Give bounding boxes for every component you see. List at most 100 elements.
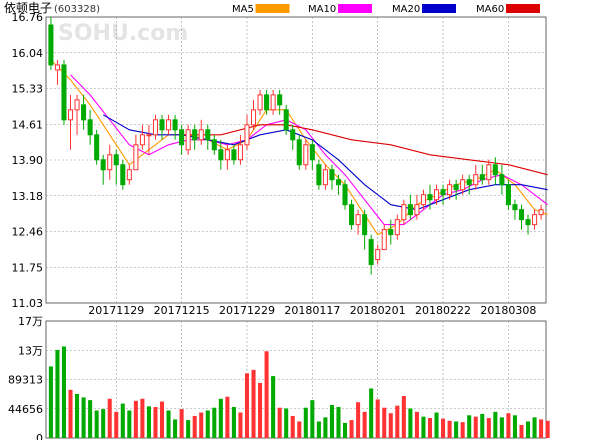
candle-body bbox=[120, 164, 126, 186]
candle bbox=[512, 199, 518, 220]
legend-swatch-ma60 bbox=[506, 4, 540, 13]
volume-tick-label: 89313 bbox=[8, 374, 43, 387]
candle-body bbox=[113, 154, 119, 166]
candle-body bbox=[303, 144, 309, 166]
date-tick-label: 20180201 bbox=[350, 304, 406, 317]
candle-body bbox=[322, 169, 328, 186]
volume-bar bbox=[114, 411, 119, 438]
candle-body bbox=[375, 249, 381, 261]
volume-bar bbox=[382, 407, 387, 438]
volume-bar bbox=[545, 420, 550, 438]
candle-body bbox=[518, 209, 525, 221]
candle-body bbox=[532, 214, 538, 226]
candle bbox=[205, 124, 211, 150]
ma-line-ma20 bbox=[102, 114, 548, 211]
candle-body bbox=[146, 134, 152, 137]
volume-bar bbox=[173, 419, 178, 438]
candle bbox=[139, 124, 145, 150]
legend-swatch-ma20 bbox=[422, 4, 456, 13]
candle-body bbox=[100, 159, 106, 171]
candle-body bbox=[355, 214, 361, 226]
candle-body bbox=[107, 154, 113, 171]
volume-bar bbox=[94, 410, 99, 438]
volume-bars bbox=[48, 346, 550, 438]
candle-body bbox=[139, 134, 145, 146]
candle bbox=[264, 89, 270, 115]
volume-bar bbox=[427, 418, 433, 438]
volume-bar bbox=[480, 413, 485, 438]
candle-body bbox=[224, 149, 230, 161]
volume-bar bbox=[101, 409, 106, 438]
volume-bar bbox=[166, 410, 171, 438]
candle-body bbox=[492, 164, 498, 176]
volume-bar bbox=[251, 369, 256, 438]
volume-bar bbox=[127, 410, 132, 438]
candle-body bbox=[420, 194, 426, 206]
volume-bar bbox=[310, 400, 315, 438]
volume-bar bbox=[323, 417, 328, 438]
candle-body bbox=[290, 129, 296, 141]
volume-bar bbox=[55, 349, 60, 438]
candle-body bbox=[309, 144, 315, 161]
volume-bar bbox=[375, 399, 380, 438]
volume-bar bbox=[473, 416, 478, 438]
candle-body bbox=[250, 109, 257, 126]
candle-body bbox=[244, 124, 250, 146]
price-tick-label: 16.04 bbox=[12, 47, 44, 60]
legend-label-ma20: MA20 bbox=[392, 4, 420, 15]
candle bbox=[414, 194, 420, 220]
candle bbox=[525, 214, 531, 235]
candle bbox=[349, 199, 355, 230]
candle bbox=[61, 59, 67, 125]
candle-body bbox=[329, 169, 335, 181]
volume-tick-label: 0 bbox=[36, 432, 43, 440]
volume-bar bbox=[48, 366, 53, 438]
candle bbox=[532, 209, 538, 230]
candle bbox=[74, 94, 80, 135]
candle bbox=[198, 119, 204, 145]
volume-bar bbox=[467, 415, 472, 438]
candle-body bbox=[407, 204, 413, 216]
volume-bar bbox=[146, 406, 151, 438]
candle-body bbox=[486, 164, 492, 181]
candle-body bbox=[74, 99, 80, 111]
volume-bar bbox=[414, 411, 419, 438]
candle-body bbox=[512, 204, 518, 211]
candle-body bbox=[499, 174, 505, 186]
price-tick-label: 13.18 bbox=[12, 190, 44, 203]
volume-bar bbox=[486, 418, 491, 438]
candle-body bbox=[368, 239, 374, 266]
legend: MA5 MA10 MA20 MA60 bbox=[232, 4, 540, 15]
watermark: SOHU.com bbox=[58, 21, 188, 46]
candle-body bbox=[342, 184, 348, 206]
candle bbox=[433, 184, 440, 205]
date-tick-label: 20180308 bbox=[480, 304, 536, 317]
candle bbox=[94, 129, 100, 165]
candle bbox=[81, 94, 87, 130]
candle-body bbox=[205, 129, 211, 141]
volume-bar bbox=[179, 409, 184, 438]
volume-bar bbox=[75, 393, 80, 438]
legend-label-ma10: MA10 bbox=[308, 4, 336, 15]
candle bbox=[460, 174, 466, 195]
candle-body bbox=[237, 144, 243, 161]
volume-bar bbox=[408, 408, 413, 438]
volume-bar bbox=[297, 421, 302, 438]
volume-bar bbox=[356, 402, 361, 438]
candle-body bbox=[166, 119, 172, 131]
candle-body bbox=[466, 179, 472, 186]
volume-bar bbox=[395, 405, 400, 438]
volume-bar bbox=[316, 421, 321, 438]
candle-body bbox=[453, 184, 459, 191]
volume-bar bbox=[447, 420, 452, 438]
legend-swatch-ma10 bbox=[338, 4, 372, 13]
candle bbox=[166, 114, 172, 135]
candle-body bbox=[67, 109, 74, 121]
candle-body bbox=[54, 64, 60, 71]
volume-bar bbox=[401, 396, 406, 438]
candle bbox=[192, 124, 198, 150]
volume-bar bbox=[238, 412, 243, 438]
candle bbox=[231, 144, 237, 165]
candle-body bbox=[427, 194, 433, 201]
